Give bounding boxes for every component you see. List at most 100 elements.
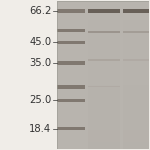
Bar [123, 57, 149, 59]
Bar [88, 25, 120, 27]
Bar [88, 121, 120, 123]
Bar [123, 29, 149, 31]
Bar [88, 9, 120, 13]
Bar [88, 36, 120, 38]
Bar [123, 59, 149, 61]
Bar [88, 80, 120, 82]
Bar [123, 121, 149, 123]
Bar [123, 100, 149, 102]
Bar [88, 114, 120, 116]
Bar [123, 33, 149, 35]
Bar [123, 132, 149, 134]
Bar [57, 1, 149, 149]
Bar [88, 123, 120, 125]
Bar [88, 136, 120, 138]
Bar [123, 117, 149, 119]
Bar [88, 119, 120, 121]
Bar [88, 44, 120, 46]
Bar [123, 16, 149, 18]
Bar [88, 117, 120, 119]
Bar [57, 127, 85, 130]
Bar [123, 34, 149, 36]
Bar [88, 104, 120, 106]
Bar [123, 116, 149, 117]
Text: 25.0: 25.0 [29, 95, 51, 105]
Bar [123, 65, 149, 67]
Bar [123, 91, 149, 93]
Bar [123, 20, 149, 21]
Bar [88, 65, 120, 67]
Bar [123, 21, 149, 23]
Bar [123, 53, 149, 55]
Bar [57, 41, 85, 44]
Bar [88, 95, 120, 97]
Bar [123, 27, 149, 29]
Bar [123, 4, 149, 6]
Bar [88, 108, 120, 110]
Bar [123, 93, 149, 95]
Bar [88, 42, 120, 44]
Bar [88, 102, 120, 104]
Bar [123, 48, 149, 50]
Bar [88, 89, 120, 91]
Bar [88, 132, 120, 134]
Bar [123, 36, 149, 38]
Bar [88, 99, 120, 100]
Bar [123, 50, 149, 51]
Bar [88, 127, 120, 129]
Bar [88, 67, 120, 68]
Bar [88, 91, 120, 93]
Bar [88, 144, 120, 146]
Bar [123, 104, 149, 106]
Bar [123, 18, 149, 20]
Bar [88, 130, 120, 132]
Bar [123, 87, 149, 89]
Bar [123, 99, 149, 100]
Bar [88, 138, 120, 140]
Bar [88, 100, 120, 102]
Bar [57, 99, 85, 102]
Bar [88, 8, 120, 10]
Bar [88, 27, 120, 29]
Bar [88, 82, 120, 83]
Bar [88, 46, 120, 48]
Bar [123, 95, 149, 97]
Bar [57, 9, 85, 13]
Bar [123, 59, 149, 61]
Bar [88, 93, 120, 95]
Bar [88, 1, 120, 3]
Bar [88, 29, 120, 31]
Bar [88, 21, 120, 23]
Bar [88, 140, 120, 142]
Bar [88, 68, 120, 70]
Bar [88, 110, 120, 112]
Bar [123, 31, 149, 33]
Bar [88, 86, 120, 87]
Bar [123, 125, 149, 127]
Bar [88, 3, 120, 4]
Bar [123, 6, 149, 8]
Bar [123, 3, 149, 4]
Bar [123, 61, 149, 63]
Bar [88, 20, 120, 21]
Bar [88, 51, 120, 53]
Bar [88, 16, 120, 18]
Bar [88, 40, 120, 42]
Bar [123, 140, 149, 142]
Bar [88, 70, 120, 72]
Bar [123, 134, 149, 136]
Bar [88, 146, 120, 147]
Bar [123, 102, 149, 104]
Bar [123, 1, 149, 3]
Bar [123, 142, 149, 144]
Bar [88, 38, 120, 40]
Bar [123, 97, 149, 99]
Bar [123, 31, 149, 33]
Bar [123, 55, 149, 57]
Bar [88, 116, 120, 117]
Bar [123, 9, 149, 13]
Bar [88, 129, 120, 130]
Bar [88, 12, 120, 14]
Bar [88, 34, 120, 36]
Bar [123, 127, 149, 129]
